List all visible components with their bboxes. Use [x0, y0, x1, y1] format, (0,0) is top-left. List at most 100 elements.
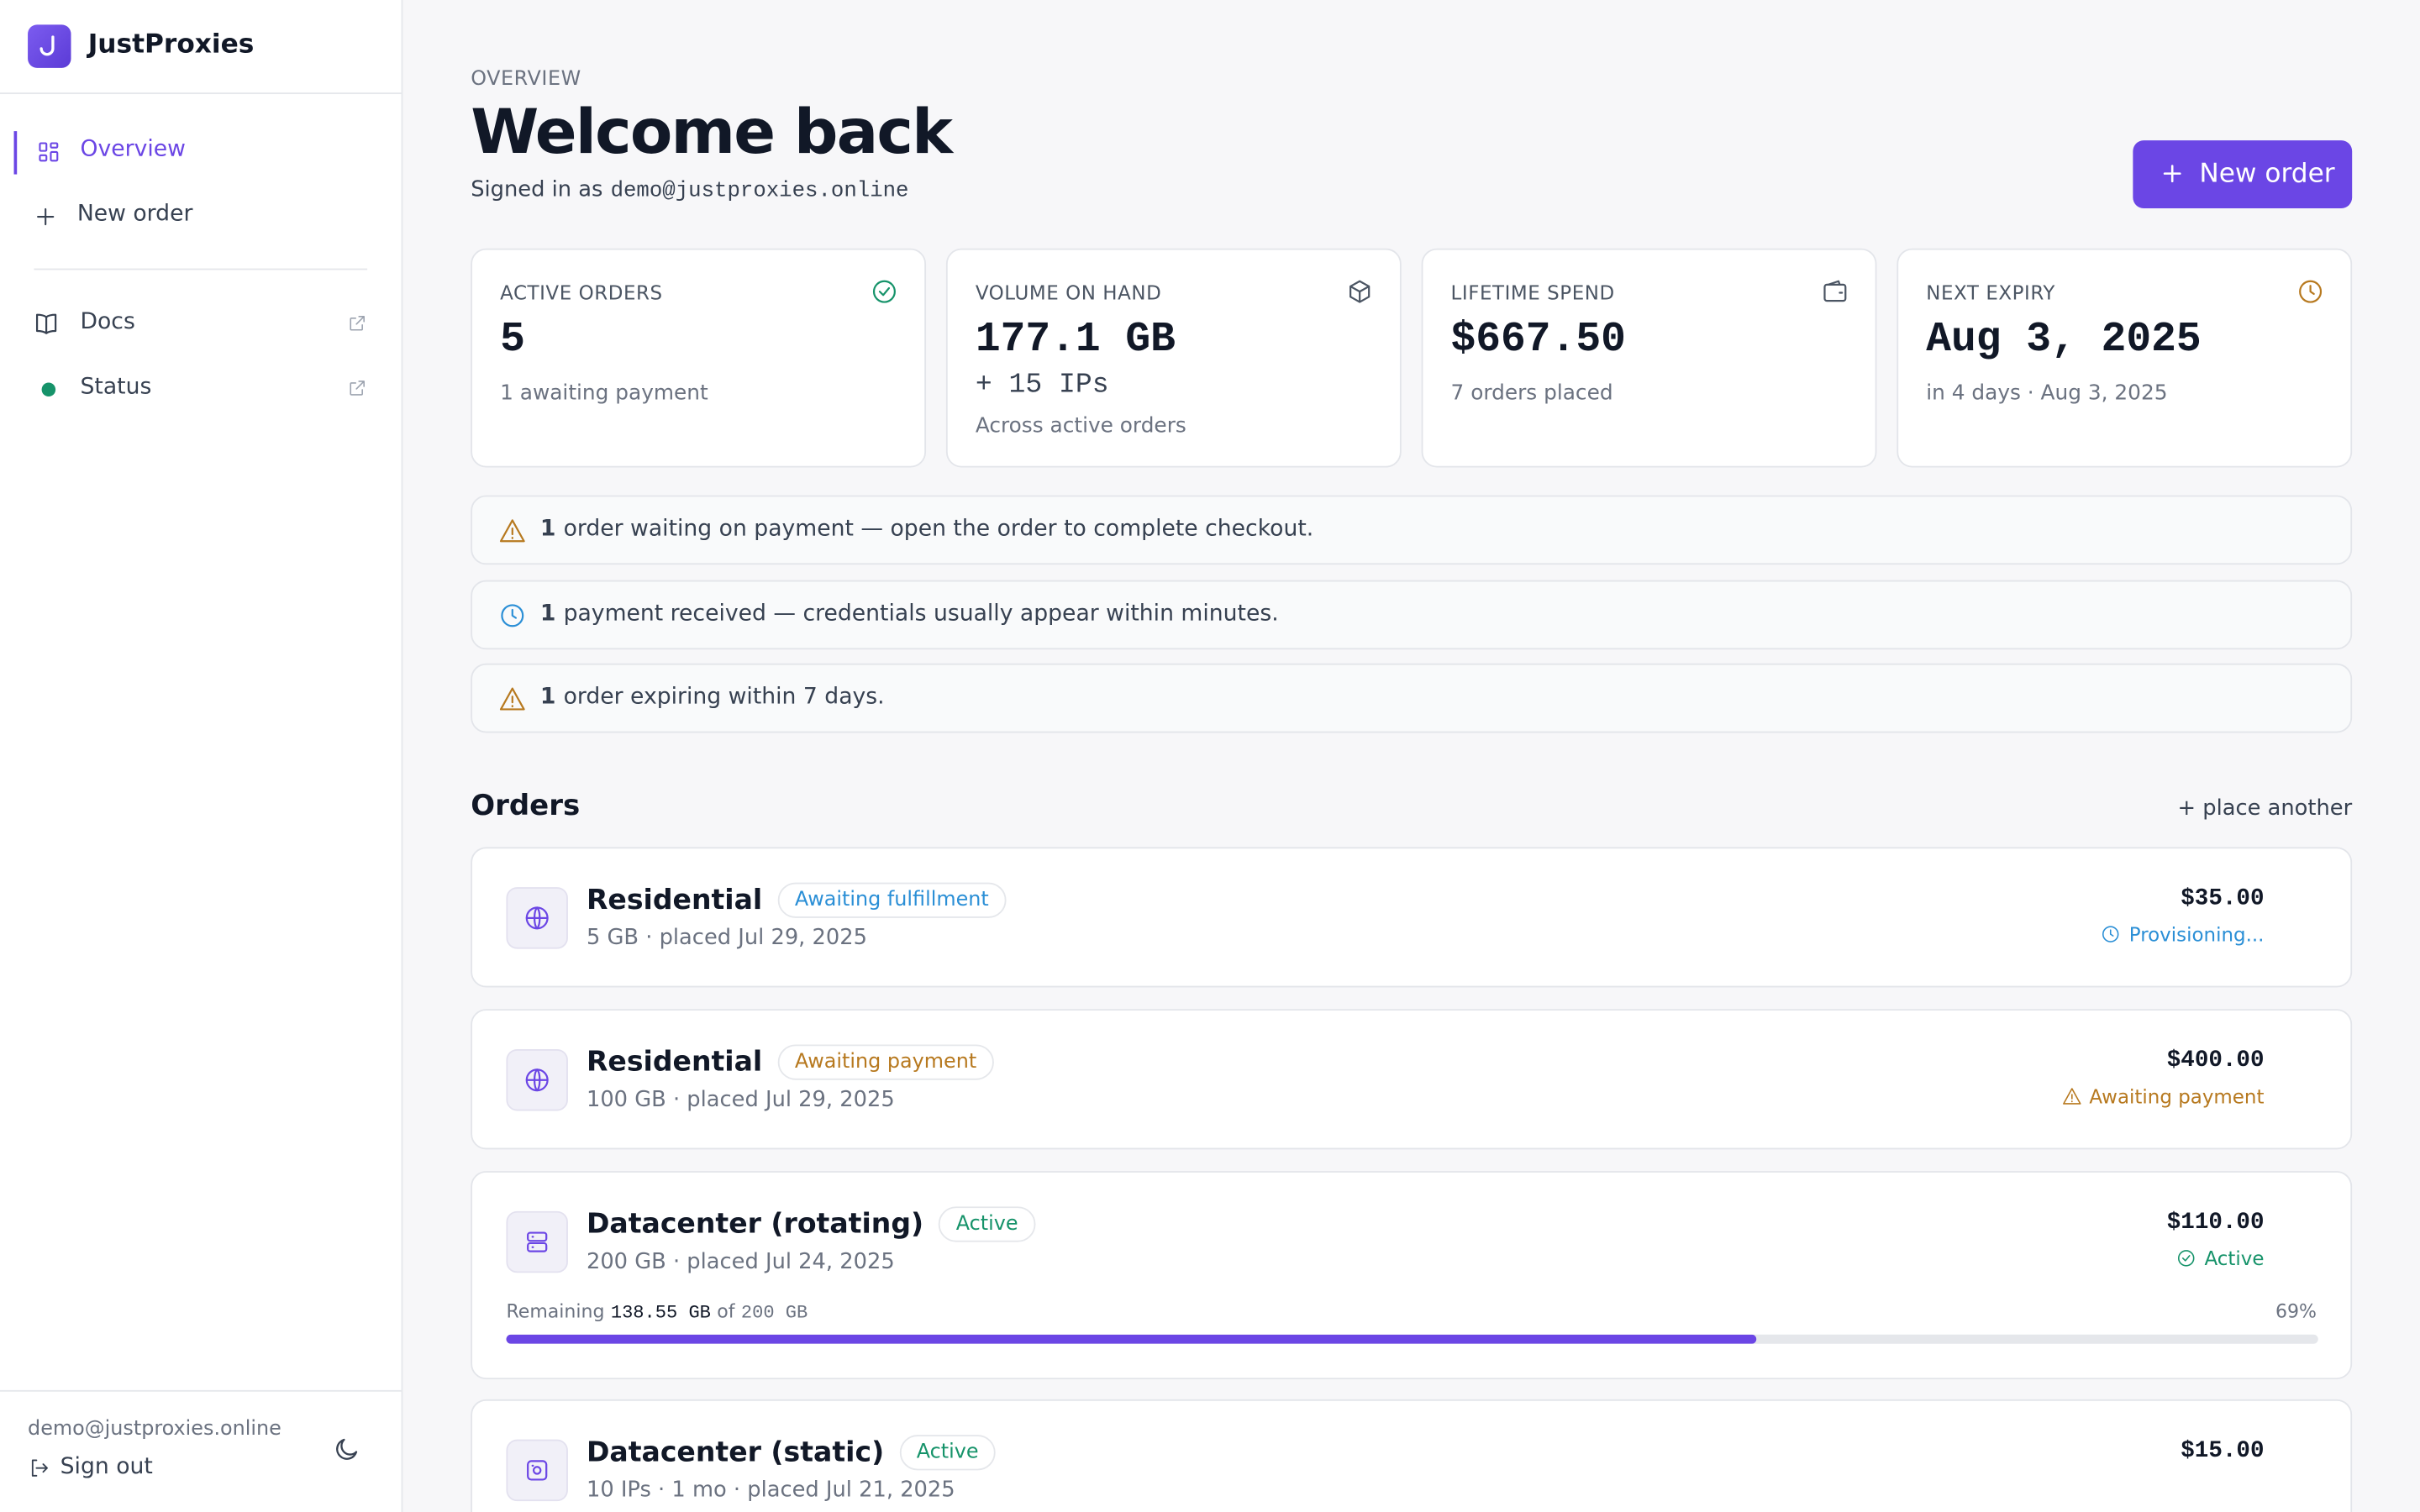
external-icon	[350, 316, 365, 331]
stat-card: NEXT EXPIRY Aug 3, 2025 in 4 days · Aug 3,…	[1897, 248, 2353, 468]
stat-sub: 1 awaiting payment	[500, 381, 708, 407]
progress-label: Remaining 138.55 GB of 200 GB	[506, 1300, 808, 1324]
order-status: Awaiting payment	[2061, 1084, 2264, 1108]
order-badge: Active	[899, 1435, 996, 1471]
status-text: Awaiting payment	[2089, 1084, 2265, 1108]
alert-text: 1 order waiting on payment — open the ord…	[540, 517, 1313, 541]
stat-label: ACTIVE ORDERS	[500, 281, 663, 304]
order-icon-box	[506, 1439, 568, 1502]
nav-icon	[39, 142, 59, 162]
order-card[interactable]: Datacenter (static) Active 10 IPs · 1 mo ·…	[471, 1399, 2353, 1512]
link-label: Status	[80, 375, 152, 400]
stat-icon	[1823, 280, 1847, 302]
nav-link[interactable]: Status	[14, 369, 369, 409]
stat-label: VOLUME ON HAND	[975, 281, 1162, 304]
nav-item[interactable]: Overview	[13, 131, 372, 175]
order-icon	[525, 1068, 549, 1092]
progress-of: of	[717, 1300, 735, 1323]
brand: JustProxies	[87, 29, 255, 60]
alert: 1 order expiring within 7 days.	[471, 663, 2353, 733]
new-order-button[interactable]: New order	[2133, 140, 2353, 208]
logo	[28, 24, 71, 68]
order-meta: 5 GB · placed Jul 29, 2025	[586, 926, 867, 951]
progress-fill	[506, 1334, 1757, 1344]
place-another[interactable]: + place another	[2177, 795, 2353, 822]
order-icon-box	[506, 1048, 568, 1111]
order-price: $400.00	[2166, 1047, 2265, 1074]
order-status: Provisioning...	[2102, 922, 2265, 946]
order-badge: Active	[939, 1206, 1035, 1242]
sign-out-label: Sign out	[60, 1455, 153, 1480]
stat-sub: Across active orders	[975, 413, 1186, 438]
order-card[interactable]: Residential Awaiting fulfillment 5 GB · pl…	[471, 847, 2353, 988]
status-icon	[2102, 926, 2120, 942]
order-icon-box	[506, 1210, 568, 1273]
order-heading: Residential Awaiting payment	[586, 1044, 994, 1080]
nav-link[interactable]: Docs	[14, 304, 369, 344]
alert-count: 1	[539, 685, 556, 710]
stat-label: NEXT EXPIRY	[1926, 281, 2056, 304]
theme-toggle[interactable]	[332, 1435, 363, 1466]
order-badge: Awaiting payment	[777, 1044, 994, 1080]
alert-message: order waiting on payment — open the orde…	[563, 517, 1314, 542]
signed-in-email: demo@justproxies.online	[610, 179, 909, 204]
alert-icon	[501, 603, 524, 627]
order-meta: 100 GB · placed Jul 29, 2025	[586, 1087, 895, 1113]
order-icon	[525, 906, 549, 930]
divider	[0, 1389, 402, 1392]
link-label: Docs	[80, 310, 135, 335]
nav-icon	[37, 207, 55, 226]
divider	[0, 92, 402, 95]
order-heading: Datacenter (static) Active	[586, 1435, 996, 1471]
status-text: Active	[2204, 1247, 2265, 1270]
order-heading: Datacenter (rotating) Active	[587, 1206, 1035, 1242]
order-heading: Residential Awaiting fulfillment	[587, 882, 1007, 918]
nav-label: Overview	[80, 137, 186, 162]
stat-value-secondary: + 15 IPs	[975, 370, 1109, 402]
nav-item[interactable]: New order	[14, 196, 369, 239]
alert: 1 order waiting on payment — open the ord…	[471, 495, 2353, 565]
order-icon	[527, 1460, 548, 1481]
order-status: Active	[2176, 1247, 2264, 1270]
page-title: Welcome back	[471, 97, 953, 169]
progress-track	[506, 1334, 2318, 1344]
logo-mark	[39, 35, 55, 56]
status-text: Provisioning...	[2128, 922, 2265, 946]
moon-icon	[336, 1438, 358, 1460]
order-price: $110.00	[2166, 1210, 2265, 1236]
stat-value: $667.50	[1450, 318, 1626, 365]
sign-out-icon	[31, 1459, 48, 1477]
order-name: Residential	[586, 1046, 763, 1079]
stat-sub: in 4 days · Aug 3, 2025	[1926, 381, 2168, 407]
stat-value: 5	[500, 318, 525, 365]
stat-sub: 7 orders placed	[1450, 381, 1613, 407]
order-name: Datacenter (static)	[586, 1436, 885, 1469]
stat-icon	[2299, 280, 2323, 303]
stat-icon	[1349, 280, 1370, 303]
plus-icon	[2163, 165, 2181, 183]
status-icon	[2178, 1250, 2196, 1267]
divider	[34, 268, 368, 270]
order-price: $15.00	[2181, 1437, 2265, 1465]
status-dot	[41, 382, 56, 397]
nav-label: New order	[76, 202, 193, 227]
order-icon	[527, 1231, 548, 1252]
order-card[interactable]: Datacenter (rotating) Active 200 GB · plac…	[471, 1171, 2353, 1380]
link-icon	[35, 313, 57, 334]
order-badge: Awaiting fulfillment	[777, 882, 1007, 918]
alert-count: 1	[539, 601, 556, 626]
stat-value: 177.1 GB	[975, 318, 1176, 365]
signed-in-prefix: Signed in as	[471, 177, 603, 202]
signed-in: Signed in as demo@justproxies.online	[471, 177, 908, 203]
stat-value: Aug 3, 2025	[1926, 318, 2202, 365]
order-price: $35.00	[2181, 885, 2265, 912]
eyebrow: OVERVIEW	[471, 67, 581, 92]
order-meta: 200 GB · placed Jul 24, 2025	[586, 1249, 895, 1275]
sign-out[interactable]: Sign out	[28, 1453, 213, 1484]
alert-text: 1 payment received — credentials usually …	[540, 601, 1279, 625]
alert-count: 1	[539, 517, 556, 542]
order-card[interactable]: Residential Awaiting payment 100 GB · plac…	[471, 1009, 2353, 1150]
